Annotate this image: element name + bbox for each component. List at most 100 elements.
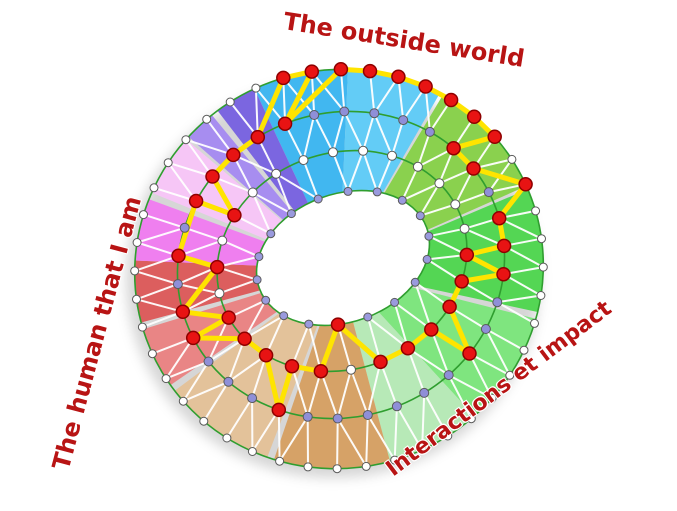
red-node bbox=[258, 347, 274, 363]
node bbox=[302, 411, 313, 422]
node bbox=[422, 254, 432, 264]
node bbox=[261, 295, 271, 305]
red-node bbox=[443, 92, 459, 108]
node bbox=[505, 370, 515, 380]
node bbox=[363, 312, 373, 322]
node bbox=[139, 210, 148, 220]
node bbox=[247, 187, 258, 198]
node bbox=[181, 135, 191, 145]
ring-nodes-1 bbox=[172, 106, 503, 424]
node bbox=[179, 222, 190, 233]
red-node bbox=[391, 69, 406, 85]
node bbox=[466, 414, 476, 424]
red-node bbox=[424, 322, 439, 337]
red-node bbox=[250, 129, 266, 145]
node bbox=[172, 279, 183, 290]
node bbox=[480, 324, 491, 334]
highlight-path bbox=[176, 66, 529, 413]
red-node bbox=[466, 109, 482, 125]
ring-outline-0 bbox=[133, 68, 545, 470]
node bbox=[199, 416, 209, 426]
red-node bbox=[333, 62, 349, 77]
red-node bbox=[171, 248, 186, 264]
node bbox=[362, 410, 373, 420]
red-node bbox=[221, 310, 236, 325]
node bbox=[531, 206, 541, 216]
red-node bbox=[446, 140, 461, 156]
ring-nodes-2 bbox=[214, 145, 470, 375]
red-node bbox=[362, 63, 378, 79]
node bbox=[410, 277, 420, 287]
node bbox=[161, 374, 171, 384]
node bbox=[275, 456, 285, 466]
node bbox=[178, 396, 188, 406]
node bbox=[346, 364, 356, 375]
node bbox=[266, 229, 276, 239]
node bbox=[343, 186, 353, 196]
node bbox=[361, 461, 371, 471]
node bbox=[450, 199, 461, 210]
node bbox=[252, 275, 262, 285]
node bbox=[225, 97, 235, 107]
torus-hole bbox=[256, 190, 430, 326]
red-node bbox=[276, 70, 291, 86]
node bbox=[214, 288, 225, 299]
red-node bbox=[454, 274, 469, 289]
node bbox=[163, 158, 173, 168]
node bbox=[147, 349, 157, 359]
red-node bbox=[188, 193, 204, 209]
node bbox=[251, 83, 261, 93]
node bbox=[149, 183, 159, 193]
red-node bbox=[442, 299, 457, 315]
node bbox=[271, 168, 282, 179]
node bbox=[203, 356, 214, 367]
sector-green-pale bbox=[339, 269, 475, 462]
node bbox=[424, 231, 434, 241]
node bbox=[443, 370, 454, 381]
node bbox=[537, 234, 546, 244]
node bbox=[222, 433, 232, 443]
red-node bbox=[373, 354, 388, 370]
node bbox=[286, 209, 296, 219]
node bbox=[391, 401, 402, 412]
red-node bbox=[227, 207, 242, 223]
node bbox=[132, 238, 142, 247]
node bbox=[417, 445, 427, 455]
node bbox=[530, 318, 539, 328]
red-node bbox=[518, 177, 533, 192]
node bbox=[536, 291, 546, 300]
red-node bbox=[205, 169, 220, 184]
node bbox=[247, 393, 258, 404]
node bbox=[358, 145, 369, 156]
node bbox=[369, 108, 380, 119]
node bbox=[298, 155, 309, 166]
node bbox=[247, 447, 257, 456]
red-node bbox=[271, 402, 287, 418]
red-node bbox=[313, 363, 329, 379]
node bbox=[492, 297, 503, 308]
red-node bbox=[304, 64, 320, 79]
node bbox=[519, 345, 529, 355]
node bbox=[137, 322, 147, 332]
node bbox=[390, 297, 400, 307]
red-node bbox=[209, 259, 225, 275]
node bbox=[507, 154, 517, 164]
node bbox=[279, 311, 289, 321]
red-node bbox=[277, 116, 293, 131]
red-node bbox=[487, 129, 502, 145]
node bbox=[387, 150, 397, 161]
node bbox=[328, 147, 338, 158]
red-node bbox=[491, 210, 507, 226]
node bbox=[459, 223, 470, 234]
node bbox=[412, 161, 423, 172]
red-node bbox=[466, 161, 481, 176]
node bbox=[339, 106, 350, 117]
node bbox=[332, 413, 343, 424]
node bbox=[419, 387, 430, 398]
node bbox=[538, 262, 548, 272]
red-node bbox=[462, 346, 477, 361]
node bbox=[372, 187, 382, 197]
red-node bbox=[496, 266, 511, 282]
